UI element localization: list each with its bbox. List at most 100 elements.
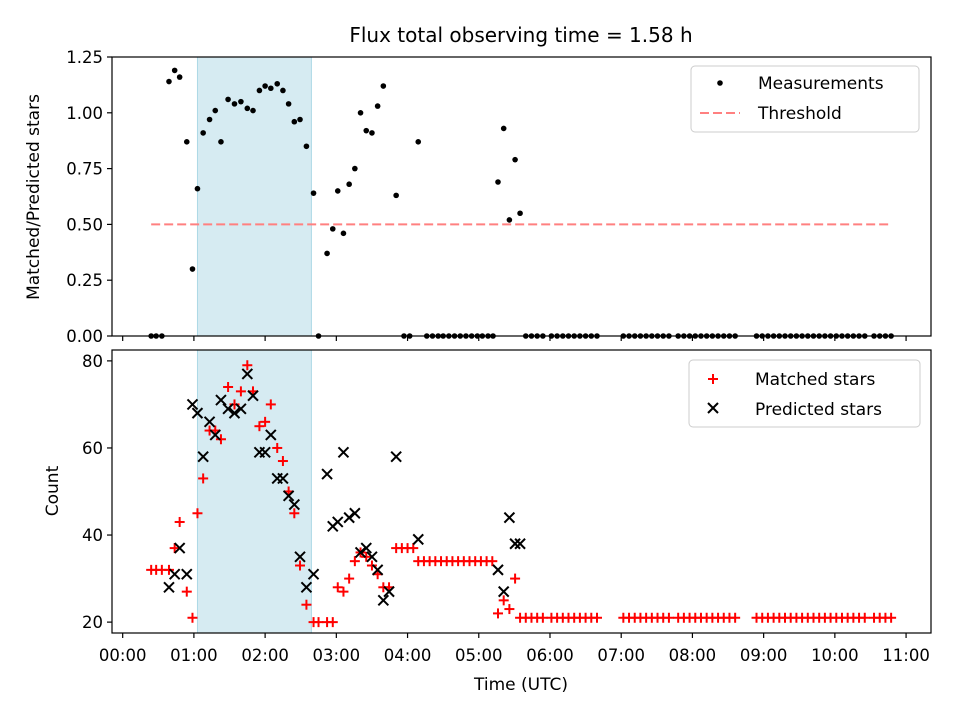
matched-star-point [242,360,253,371]
predicted-star-point [377,594,390,607]
measurement-point [244,105,251,112]
measurement-point [189,266,196,272]
x-tick-label: 05:00 [455,646,503,665]
bottom-y-axis-label: Count [43,465,63,516]
measurement-point [166,78,172,85]
legend-matched-label: Matched stars [755,370,875,390]
predicted-star-point [215,394,227,406]
predicted-star-point [390,450,402,463]
legend-measurements-marker [717,80,723,86]
predicted-star-point [371,564,384,576]
matched-star-point [174,516,185,527]
legend-measurements-label: Measurements [758,74,884,94]
measurement-point [369,130,375,136]
measurement-point [231,101,238,107]
measurement-point [212,107,219,114]
predicted-star-point [173,542,186,554]
matched-star-point [338,586,349,597]
matched-star-point [260,416,271,427]
top-y-tick-label: 0.50 [66,215,103,234]
x-axis-label: Time (UTC) [473,675,568,695]
top-legend: Measurements Threshold [690,65,920,133]
predicted-star-point [259,446,271,459]
matched-star-point [886,612,897,623]
measurement-point [380,83,387,89]
measurement-point [415,139,422,145]
top-panel: Flux total observing time = 1.58 h 0.00 0… [24,23,932,346]
matched-star-point [198,473,209,484]
predicted-star-point [503,511,516,524]
matched-star-point [487,556,498,567]
measurement-point [206,116,213,123]
measurement-point [517,210,523,217]
matched-star-point [327,617,338,628]
bottom-y-tick-label: 80 [82,352,103,371]
measurement-point [346,181,352,188]
measurement-point [357,110,364,116]
predicted-star-point [337,446,350,459]
predicted-star-point [492,564,504,576]
predicted-star-point [228,407,241,419]
measurement-point [256,87,263,94]
measurement-point [171,67,178,74]
predicted-star-point [186,398,199,411]
matched-star-point [223,382,234,393]
predicted-star-point [497,585,510,598]
predicted-star-point [235,403,247,415]
top-plot-frame [111,56,932,337]
bottom-legend: Matched stars Predicted stars [688,359,921,428]
measurement-point [500,125,507,132]
bottom-panel: 20 40 60 80 00:00 01:00 02:00 03:00 04:00 05:00 0… [43,349,932,695]
bottom-y-tick-label: 60 [82,439,103,458]
measurement-point [183,139,190,145]
matched-star-point [332,582,343,593]
measurement-point [374,103,381,109]
matched-star-point [349,556,360,567]
x-tick-label: 07:00 [597,646,645,665]
predicted-star-point [265,429,277,441]
predicted-star-point [321,468,333,480]
bottom-y-tick-label: 20 [82,613,103,632]
matched-star-point [859,612,870,623]
top-y-tick-label: 1.25 [66,48,103,67]
matched-star-point [537,612,548,623]
measurement-point [352,165,358,172]
measurement-point [495,179,501,185]
matched-star-point [169,543,180,554]
legend-threshold-label: Threshold [757,104,842,124]
matched-star-point [510,573,521,584]
predicted-star-point [168,568,181,580]
matched-star-point [361,551,372,562]
x-tick-label: 00:00 [99,646,147,665]
matched-star-point [289,508,300,519]
predicted-star-point [514,538,526,550]
top-y-tick-label: 0.00 [66,327,103,346]
measurement-point [340,230,347,237]
matched-star-point [344,573,355,584]
predicted-star-point [163,581,175,593]
x-tick-label: 11:00 [882,646,930,665]
matched-star-point [504,604,515,615]
x-tick-label: 09:00 [740,646,788,665]
measurement-point [329,226,336,232]
matched-star-point [663,612,674,623]
matched-star-point [272,442,283,453]
bottom-shaded-region [196,349,312,634]
predicted-star-point [383,585,395,598]
measurement-point [274,80,281,87]
predicted-star-point [332,516,344,528]
bottom-y-tick-label: 40 [82,526,103,545]
measurement-point [200,130,206,136]
measurement-point [238,98,244,105]
predicted-star-point [181,568,193,580]
x-tick-label: 08:00 [669,646,717,665]
matched-star-point [235,386,246,397]
matched-star-point [181,586,192,597]
predicted-star-point [247,390,259,402]
x-tick-label: 10:00 [811,646,859,665]
measurement-point [512,156,518,163]
predicted-star-point [412,533,424,546]
measurement-point [363,127,370,134]
measurement-point [291,118,298,125]
matched-star-point [215,434,226,445]
